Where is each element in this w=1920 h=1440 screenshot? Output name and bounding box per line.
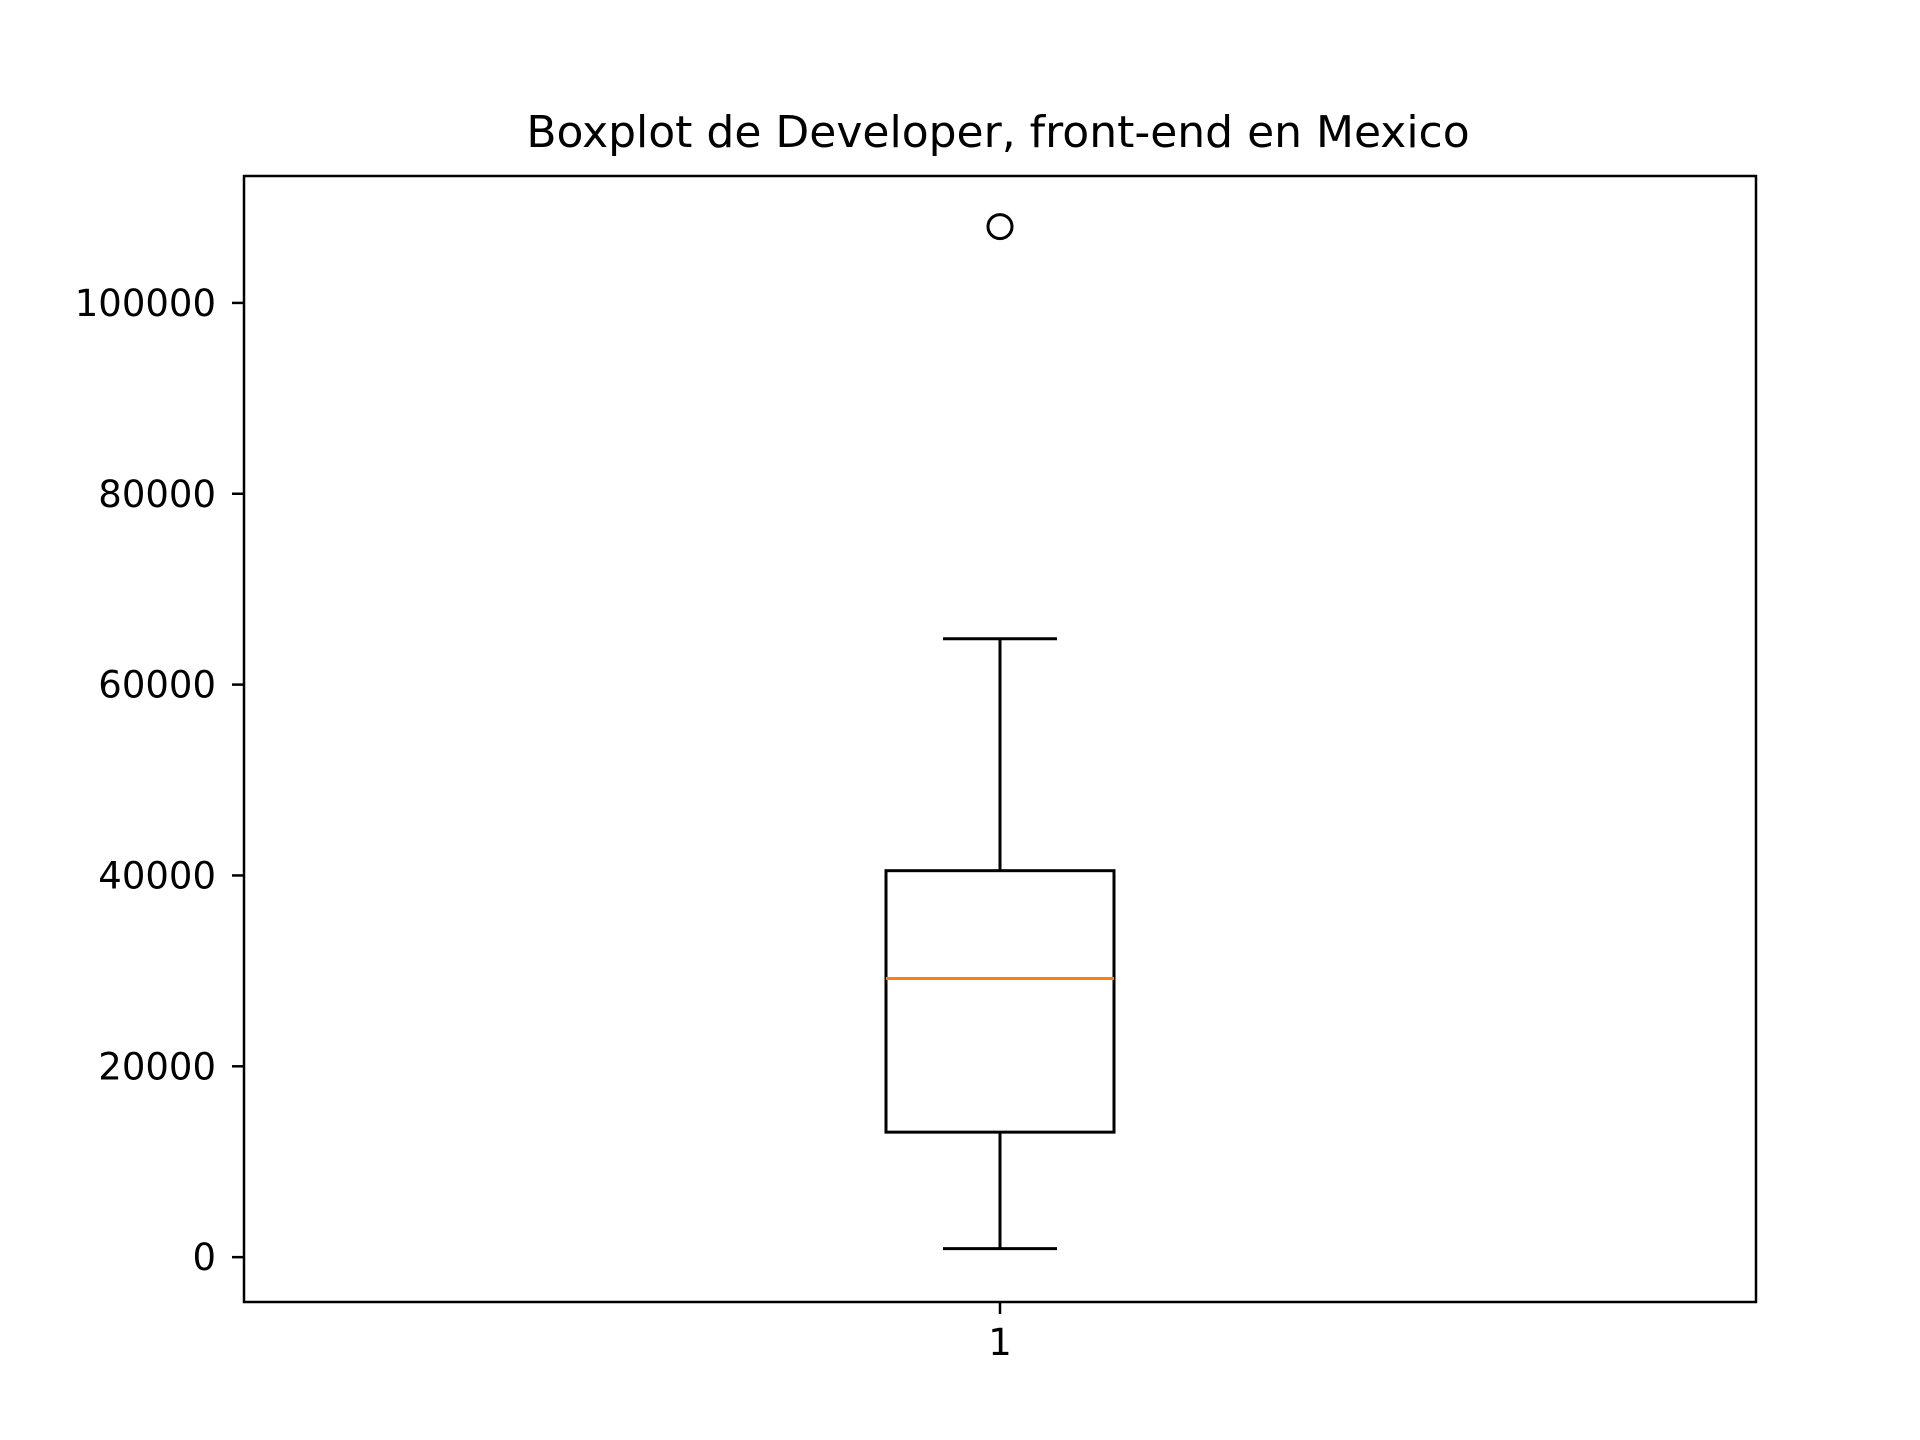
- x-tick-label-1: 1: [988, 1321, 1012, 1364]
- plot-area: 0 20000 40000 60000 80000 100000 1: [75, 174, 1758, 1364]
- y-tick-label-0: 0: [192, 1236, 216, 1279]
- outlier-point-0: [986, 213, 1014, 241]
- y-tick-label-80000: 80000: [98, 473, 216, 516]
- y-tick-label-40000: 40000: [98, 854, 216, 897]
- chart-title: Boxplot de Developer, front-end en Mexic…: [526, 107, 1469, 158]
- y-tick-label-100000: 100000: [75, 282, 216, 325]
- iqr-box: [884, 869, 1116, 1134]
- y-tick-label-60000: 60000: [98, 664, 216, 707]
- y-tick-label-20000: 20000: [98, 1045, 216, 1088]
